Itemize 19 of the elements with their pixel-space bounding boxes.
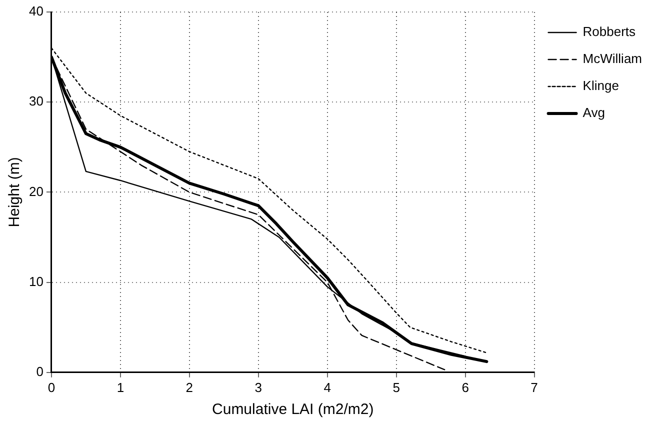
y-tick-label: 40 xyxy=(28,4,44,19)
legend-label: Klinge xyxy=(582,78,619,94)
x-tick-label: 3 xyxy=(254,380,262,395)
x-tick-label: 1 xyxy=(116,380,124,395)
y-tick-label: 10 xyxy=(28,274,44,289)
legend-label: McWilliam xyxy=(582,51,642,66)
legend-label: Robberts xyxy=(582,24,636,40)
x-axis-title: Cumulative LAI (m2/m2) xyxy=(212,401,374,418)
x-tick-label: 6 xyxy=(462,380,469,395)
x-tick-label: 2 xyxy=(186,380,194,395)
x-tick-label: 7 xyxy=(530,380,538,395)
legend-label: Avg xyxy=(582,105,605,120)
x-tick-label: 0 xyxy=(48,380,56,395)
y-tick-label: 0 xyxy=(36,364,44,379)
y-tick-label: 20 xyxy=(28,184,44,199)
x-tick-label: 4 xyxy=(324,380,331,395)
y-axis-title: Height (m) xyxy=(6,157,24,228)
x-tick-label: 5 xyxy=(392,380,400,395)
y-tick-label: 30 xyxy=(28,94,44,109)
